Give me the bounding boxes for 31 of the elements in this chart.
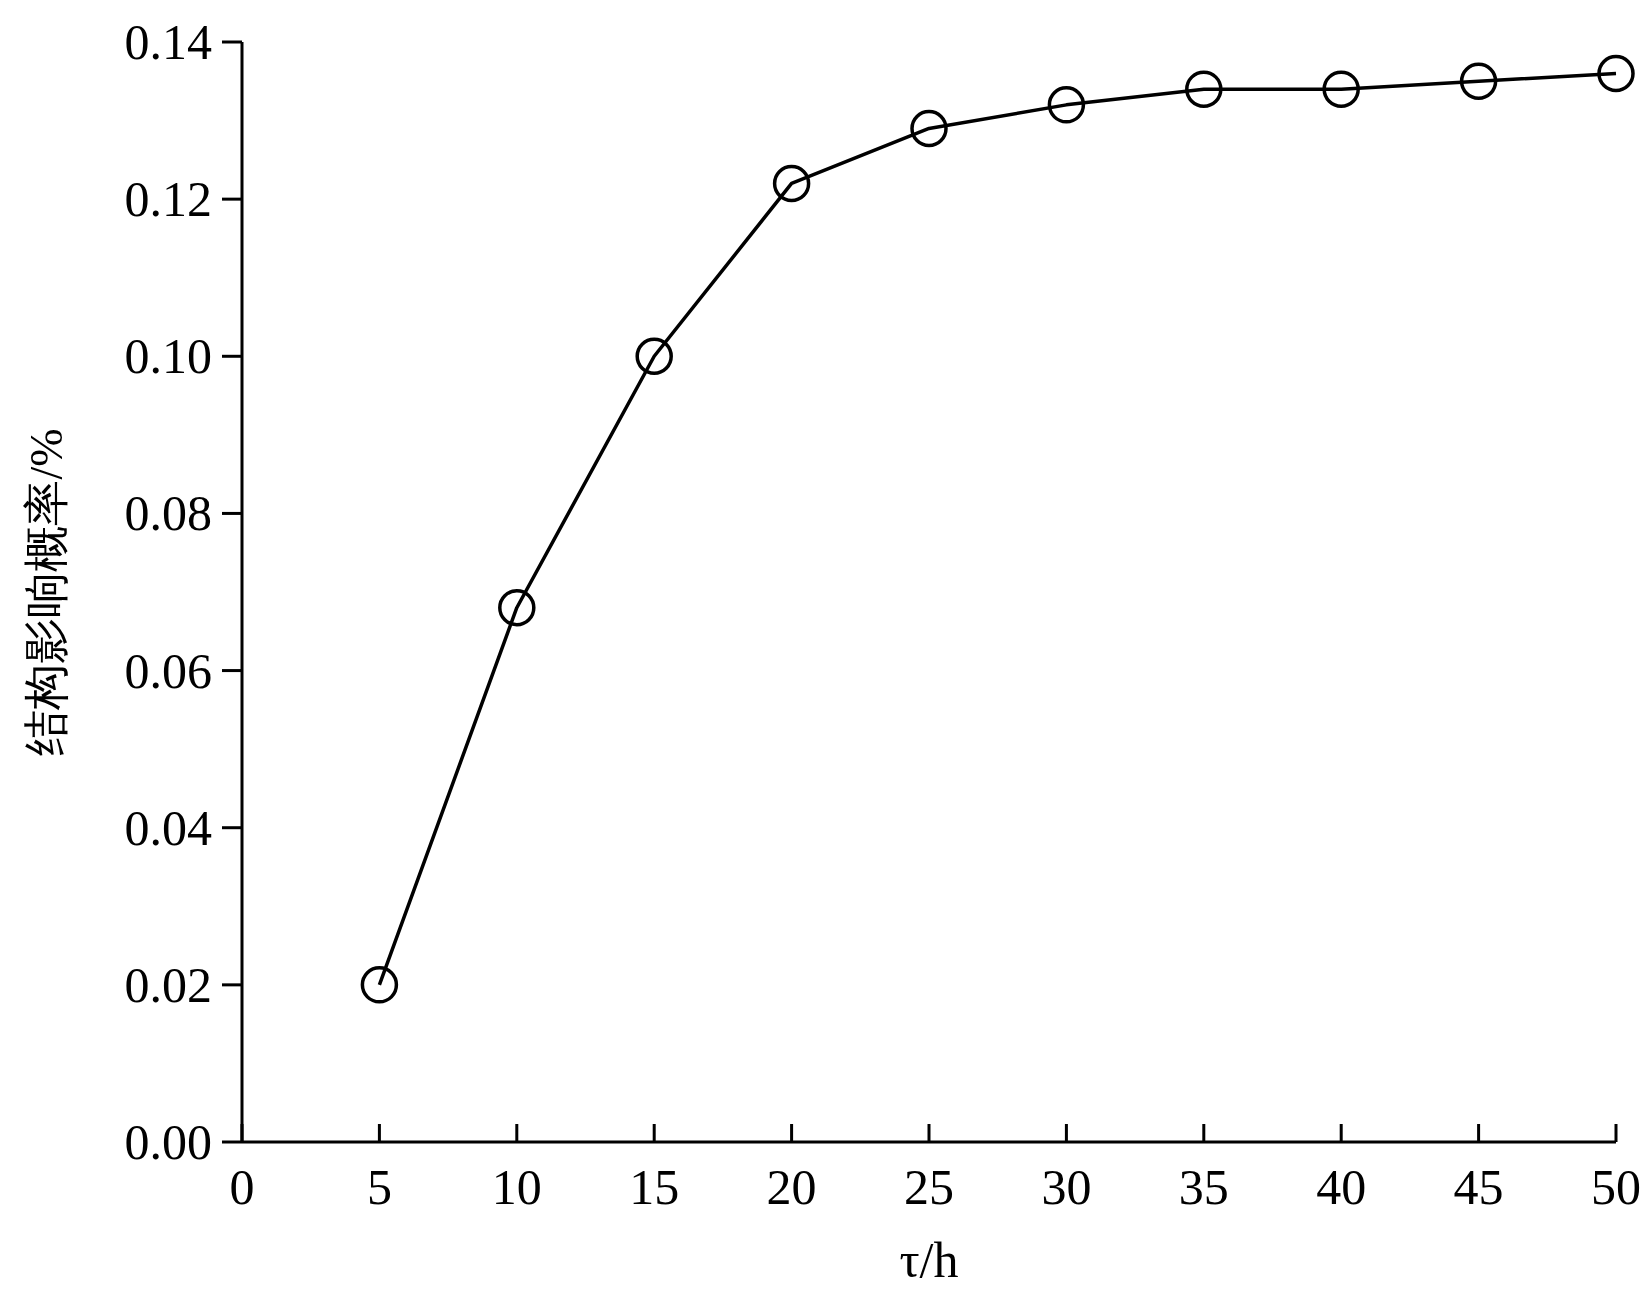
- y-tick-label: 0.08: [124, 485, 212, 542]
- x-tick-label: 30: [1041, 1159, 1092, 1215]
- x-tick-label: 40: [1316, 1159, 1367, 1215]
- x-tick-label: 25: [904, 1159, 954, 1215]
- x-axis-title: τ/h: [899, 1232, 959, 1288]
- point: [910, 109, 948, 148]
- y-tick-label: 0.04: [124, 799, 212, 856]
- point: [498, 588, 536, 627]
- y-axis-title: 结构影响概率/%: [21, 428, 72, 756]
- point: [1459, 62, 1498, 101]
- point: [772, 164, 811, 203]
- y-tick-label: 0.10: [124, 328, 212, 385]
- x-tick-label: 20: [766, 1159, 817, 1215]
- point: [1597, 54, 1635, 93]
- point: [1185, 70, 1223, 108]
- y-tick-label: 0.12: [124, 171, 212, 228]
- y-tick-label: 0.14: [124, 14, 212, 70]
- x-tick-label: 45: [1453, 1159, 1504, 1215]
- point: [635, 337, 673, 376]
- x-tick-label: 50: [1591, 1159, 1641, 1215]
- x-tick-label: 15: [629, 1159, 680, 1215]
- point: [1322, 70, 1360, 108]
- x-tick-label: 35: [1178, 1159, 1229, 1215]
- x-tick-label: 0: [229, 1159, 255, 1215]
- x-tick-label: 5: [366, 1159, 392, 1215]
- y-tick-label: 0.02: [124, 956, 212, 1013]
- y-tick-label: 0.00: [124, 1114, 212, 1170]
- x-tick-label: 10: [491, 1159, 542, 1215]
- y-tick-label: 0.06: [124, 642, 212, 699]
- point: [1047, 86, 1086, 124]
- point: [360, 966, 399, 1004]
